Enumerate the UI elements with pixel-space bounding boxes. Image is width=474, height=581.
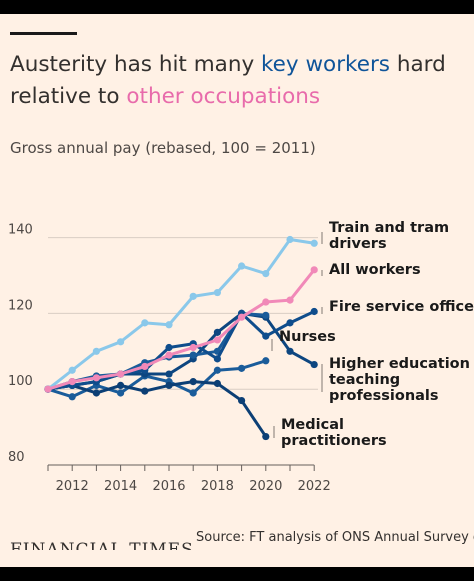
series-label-0-line-0: Train and tram [329, 220, 449, 236]
data-point-1-0 [44, 385, 52, 393]
series-line-6 [46, 359, 268, 399]
data-point-1-1 [68, 378, 76, 386]
line-chart: 80 100 120 140 2012 2014 2016 2018 2020 2022 Train… [8, 220, 474, 494]
data-point-1-10 [286, 296, 294, 304]
data-point-1-9 [262, 298, 270, 306]
data-point-2-7 [213, 355, 221, 363]
series-label-5-line-1: practitioners [281, 433, 387, 449]
data-point-2-9 [262, 332, 270, 340]
data-point-2-10 [286, 319, 294, 327]
data-point-0-9 [262, 270, 270, 278]
data-point-4-11 [310, 360, 318, 369]
y-tick-label-140: 140 [8, 223, 33, 238]
data-point-0-1 [68, 366, 76, 374]
data-point-0-8 [238, 262, 246, 270]
data-point-0-7 [213, 288, 221, 297]
data-point-5-7 [213, 379, 221, 388]
data-point-0-11 [310, 239, 318, 247]
y-tick-label-120: 120 [8, 298, 33, 313]
series-label-4-line-2: professionals [329, 388, 439, 404]
data-point-4-7 [213, 328, 221, 336]
series-line-2 [46, 310, 316, 391]
series-line-1 [46, 268, 316, 391]
data-point-0-10 [286, 235, 294, 244]
data-point-5-9 [262, 432, 270, 441]
data-point-1-3 [117, 370, 125, 378]
series-line-0 [46, 237, 316, 391]
title-text-2: hard relative to [10, 52, 446, 109]
y-tick-label-80: 80 [8, 450, 25, 465]
data-point-5-8 [238, 396, 246, 405]
x-tick-label-2022: 2022 [298, 479, 331, 494]
data-point-1-7 [213, 336, 221, 344]
chart-card: Austerity has hit many key workers hard … [0, 14, 474, 567]
x-tick-label-2016: 2016 [152, 479, 185, 494]
data-point-6-8 [238, 364, 246, 372]
series-label-1-line-0: All workers [329, 262, 421, 278]
data-point-3-6 [189, 351, 197, 359]
title-text-1: Austerity has hit many [10, 52, 261, 77]
data-point-5-4 [141, 387, 149, 395]
data-point-1-11 [310, 266, 318, 274]
chart-title: Austerity has hit many key workers hard … [10, 49, 465, 113]
y-tick-label-100: 100 [8, 374, 33, 389]
data-point-6-9 [262, 357, 270, 365]
data-point-1-4 [141, 362, 149, 371]
series-label-4-line-1: teaching [329, 372, 400, 388]
title-keyword-other-occupations: other occupations [126, 84, 321, 109]
x-tick-label-2014: 2014 [104, 479, 137, 494]
chart-subtitle: Gross annual pay (rebased, 100 = 2011) [10, 139, 316, 157]
data-point-5-2 [92, 389, 100, 397]
series-label-2-line-0: Fire service officers [329, 299, 474, 315]
data-point-2-5 [165, 343, 173, 352]
data-point-1-5 [165, 351, 173, 359]
ft-logo: FINANCIAL TIMES [10, 540, 194, 550]
data-point-5-6 [189, 378, 197, 386]
x-tick-label-2018: 2018 [201, 479, 234, 494]
x-tick-label-2020: 2020 [249, 479, 282, 494]
series-label-3-line-0: Nurses [279, 329, 336, 345]
data-point-6-6 [189, 389, 197, 397]
data-point-5-5 [165, 381, 173, 390]
data-point-1-2 [92, 374, 100, 382]
data-point-6-3 [117, 389, 125, 397]
data-point-1-8 [238, 313, 246, 321]
series-label-0-line-1: drivers [329, 236, 387, 252]
header-rule [10, 32, 77, 35]
data-point-6-1 [68, 393, 76, 401]
data-point-4-5 [165, 370, 173, 378]
series-label-5-line-0: Medical [281, 417, 344, 433]
source-note: Source: FT analysis of ONS Annual Survey… [196, 530, 474, 545]
data-point-3-9 [262, 311, 270, 319]
data-point-2-11 [310, 307, 318, 316]
data-point-1-6 [189, 343, 197, 352]
data-point-0-2 [92, 347, 100, 355]
series-label-4-line-0: Higher education [329, 356, 470, 372]
data-point-0-4 [141, 319, 149, 327]
data-point-0-6 [189, 292, 197, 300]
data-point-0-3 [117, 338, 125, 346]
data-point-0-5 [165, 321, 173, 329]
data-point-5-3 [117, 381, 125, 390]
x-tick-label-2012: 2012 [56, 479, 89, 494]
data-point-6-7 [213, 366, 221, 374]
series-line-5 [46, 380, 268, 439]
data-point-4-10 [286, 347, 294, 355]
title-keyword-key-workers: key workers [261, 52, 390, 77]
